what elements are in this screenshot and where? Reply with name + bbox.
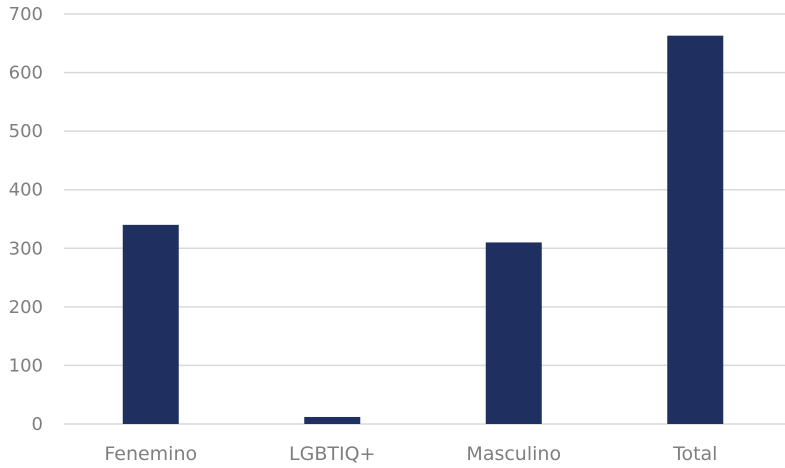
y-tick-label: 500	[9, 121, 43, 142]
x-category-label: Masculino	[466, 443, 561, 465]
y-tick-label: 600	[9, 63, 43, 84]
bar-fenemino	[122, 224, 179, 424]
y-tick-label: 300	[9, 238, 43, 259]
gridlines	[64, 13, 785, 425]
y-tick-label: 100	[9, 355, 43, 376]
y-tick-label: 700	[9, 4, 43, 25]
bars	[122, 35, 724, 425]
y-tick-label: 400	[9, 180, 43, 201]
x-category-label: Total	[672, 443, 717, 465]
x-axis-category-labels: Fenemino LGBTIQ+ Masculino Total	[104, 443, 717, 465]
bar-lgbtiq	[304, 416, 361, 424]
y-tick-label: 0	[32, 414, 43, 435]
x-category-label: Fenemino	[104, 443, 197, 465]
y-tick-label: 200	[9, 297, 43, 318]
bar-masculino	[485, 242, 542, 424]
bar-total	[667, 35, 724, 425]
y-axis-tick-labels: 0 100 200 300 400 500 600 700	[9, 4, 43, 435]
x-category-label: LGBTIQ+	[289, 443, 375, 465]
